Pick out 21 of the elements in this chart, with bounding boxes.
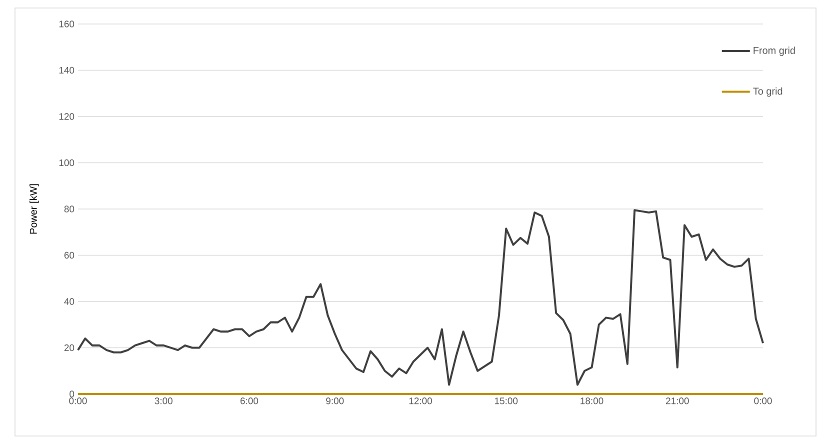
- y-tick-label: 40: [64, 298, 74, 305]
- x-tick-label: 21:00: [666, 398, 689, 404]
- x-tick-label: 0:00: [754, 398, 772, 404]
- x-tick-label: 9:00: [326, 398, 344, 404]
- x-tick-label: 18:00: [580, 398, 604, 404]
- legend-label: From grid: [754, 46, 795, 56]
- y-axis-title: Power [kW]: [30, 184, 39, 234]
- x-tick-label: 0:00: [69, 398, 87, 404]
- x-tick-label: 6:00: [240, 398, 258, 404]
- legend-label: To grid: [753, 87, 782, 97]
- y-tick-label: 100: [59, 159, 74, 166]
- y-tick-label: 60: [64, 252, 74, 259]
- y-tick-label: 140: [59, 66, 74, 74]
- x-tick-label: 12:00: [409, 398, 432, 404]
- y-tick-label: 120: [59, 113, 74, 120]
- y-tick-label: 0: [70, 390, 74, 398]
- y-tick-label: 160: [59, 20, 74, 28]
- x-tick-label: 15:00: [495, 398, 518, 404]
- y-tick-label: 80: [64, 206, 74, 212]
- y-tick-label: 20: [64, 344, 74, 352]
- x-tick-label: 3:00: [154, 398, 172, 404]
